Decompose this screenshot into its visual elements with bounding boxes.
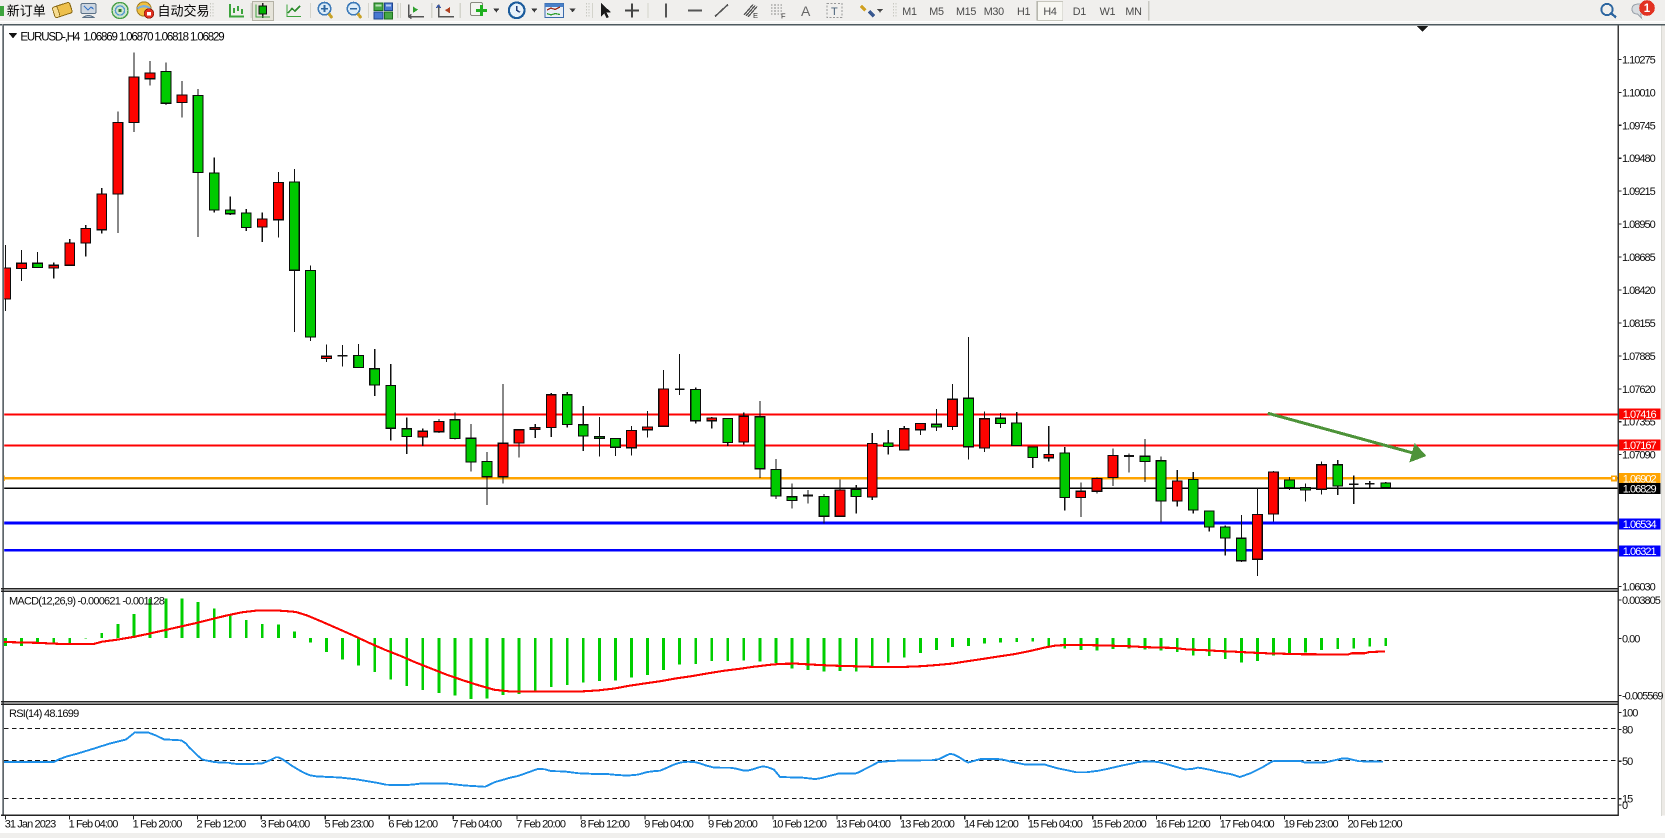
svg-text:H1: H1: [1017, 6, 1030, 18]
svg-text:1 Feb 20:00: 1 Feb 20:00: [133, 818, 183, 830]
svg-text:-0.005569: -0.005569: [1622, 690, 1663, 702]
svg-text:1.08950: 1.08950: [1622, 219, 1656, 231]
svg-text:15 Feb 04:00: 15 Feb 04:00: [1028, 818, 1083, 830]
svg-text:1.07355: 1.07355: [1622, 417, 1656, 429]
svg-text:15 Feb 20:00: 15 Feb 20:00: [1092, 818, 1147, 830]
svg-text:MN: MN: [1125, 6, 1141, 18]
svg-text:100: 100: [1622, 707, 1638, 719]
svg-text:1.08685: 1.08685: [1622, 252, 1656, 264]
svg-text:1.09215: 1.09215: [1622, 186, 1656, 198]
svg-text:1.06902: 1.06902: [1623, 473, 1657, 485]
svg-text:1.09745: 1.09745: [1622, 120, 1656, 132]
svg-text:RSI(14) 48.1699: RSI(14) 48.1699: [9, 708, 79, 720]
svg-text:W1: W1: [1100, 6, 1116, 18]
svg-text:1.07620: 1.07620: [1622, 384, 1656, 396]
svg-text:M5: M5: [929, 6, 944, 18]
svg-text:0.003805: 0.003805: [1622, 595, 1661, 607]
svg-text:8 Feb 12:00: 8 Feb 12:00: [580, 818, 630, 830]
svg-text:9 Feb 20:00: 9 Feb 20:00: [708, 818, 758, 830]
svg-text:10 Feb 12:00: 10 Feb 12:00: [772, 818, 827, 830]
svg-text:新订单: 新订单: [7, 3, 46, 18]
svg-text:0: 0: [1622, 800, 1628, 812]
svg-text:F: F: [781, 12, 786, 21]
svg-text:M30: M30: [984, 6, 1004, 18]
svg-text:20 Feb 12:00: 20 Feb 12:00: [1348, 818, 1403, 830]
svg-text:1.07416: 1.07416: [1623, 409, 1657, 421]
svg-text:T: T: [831, 6, 838, 18]
svg-text:1.08155: 1.08155: [1622, 318, 1656, 330]
svg-text:3 Feb 04:00: 3 Feb 04:00: [261, 818, 311, 830]
svg-text:M15: M15: [956, 6, 976, 18]
svg-text:15: 15: [1622, 794, 1633, 806]
svg-text:7 Feb 04:00: 7 Feb 04:00: [452, 818, 502, 830]
svg-text:1 Feb 04:00: 1 Feb 04:00: [69, 818, 119, 830]
svg-text:19 Feb 23:00: 19 Feb 23:00: [1284, 818, 1339, 830]
svg-text:50: 50: [1622, 756, 1633, 768]
svg-text:H4: H4: [1043, 6, 1056, 18]
svg-text:80: 80: [1622, 724, 1633, 736]
svg-text:0.00: 0.00: [1622, 634, 1640, 646]
svg-text:31 Jan 2023: 31 Jan 2023: [5, 818, 56, 830]
svg-text:1.06030: 1.06030: [1622, 581, 1656, 593]
svg-text:17 Feb 04:00: 17 Feb 04:00: [1220, 818, 1275, 830]
svg-text:14 Feb 12:00: 14 Feb 12:00: [964, 818, 1019, 830]
svg-text:MACD(12,26,9) -0.000621 -0.001: MACD(12,26,9) -0.000621 -0.001128: [9, 596, 165, 608]
svg-text:1.07167: 1.07167: [1623, 440, 1657, 452]
svg-text:1.09480: 1.09480: [1622, 153, 1656, 165]
svg-text:1.07090: 1.07090: [1622, 450, 1656, 462]
svg-text:16 Feb 12:00: 16 Feb 12:00: [1156, 818, 1211, 830]
svg-text:1.08420: 1.08420: [1622, 285, 1656, 297]
svg-text:1.10010: 1.10010: [1622, 87, 1656, 99]
svg-text:13 Feb 20:00: 13 Feb 20:00: [900, 818, 955, 830]
svg-text:D1: D1: [1073, 6, 1086, 18]
svg-text:2 Feb 12:00: 2 Feb 12:00: [197, 818, 247, 830]
svg-text:EURUSD-,H4 1.06869 1.06870 1.: EURUSD-,H4 1.06869 1.06870 1.06818 1.068…: [20, 31, 224, 43]
svg-text:7 Feb 20:00: 7 Feb 20:00: [516, 818, 566, 830]
svg-text:A: A: [801, 3, 811, 19]
svg-text:5 Feb 23:00: 5 Feb 23:00: [324, 818, 374, 830]
svg-text:M1: M1: [902, 6, 917, 18]
svg-text:6 Feb 12:00: 6 Feb 12:00: [388, 818, 438, 830]
svg-text:9 Feb 04:00: 9 Feb 04:00: [644, 818, 694, 830]
svg-text:1.06829: 1.06829: [1623, 484, 1657, 496]
svg-text:E: E: [753, 11, 758, 20]
svg-text:1.10275: 1.10275: [1622, 54, 1656, 66]
svg-text:1: 1: [1644, 3, 1651, 15]
svg-text:1.07885: 1.07885: [1622, 351, 1656, 363]
svg-text:13 Feb 04:00: 13 Feb 04:00: [836, 818, 891, 830]
svg-text:自动交易: 自动交易: [158, 3, 210, 18]
svg-text:1.06321: 1.06321: [1623, 546, 1657, 558]
svg-text:1.06534: 1.06534: [1623, 519, 1657, 531]
